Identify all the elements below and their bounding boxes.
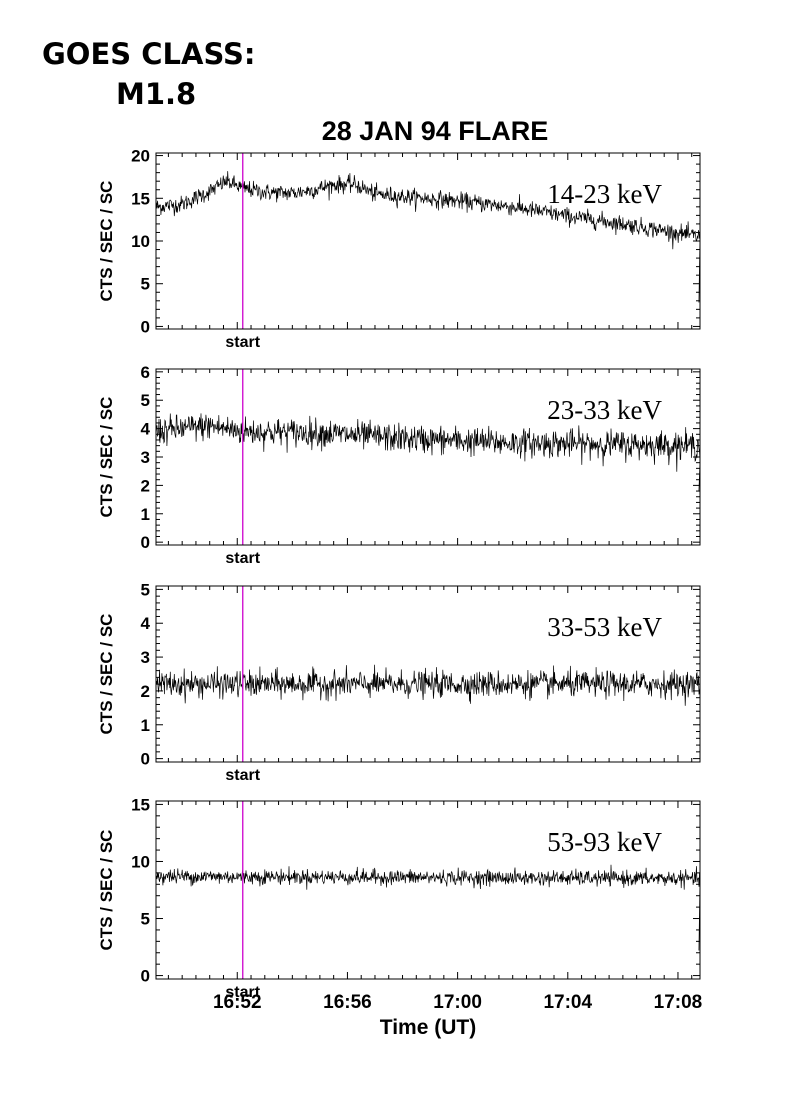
y-tick-label: 0 bbox=[141, 533, 150, 552]
y-tick-label: 1 bbox=[141, 505, 150, 524]
goes-class-title: GOES CLASS: bbox=[42, 37, 256, 71]
energy-band-label: 53-93 keV bbox=[547, 827, 662, 857]
start-label: start bbox=[225, 984, 260, 1001]
energy-band-label: 33-53 keV bbox=[547, 612, 662, 642]
y-tick-label: 1 bbox=[141, 716, 150, 735]
series-line bbox=[155, 413, 701, 492]
y-tick-label: 3 bbox=[141, 648, 150, 667]
y-tick-label: 15 bbox=[131, 189, 150, 208]
y-axis-label: CTS / SEC / SC bbox=[97, 830, 116, 951]
x-tick-label: 17:04 bbox=[543, 992, 592, 1013]
panel-3: 0 1 2 3 4 5 CTS / SEC / SC 33-53 keV start bbox=[97, 580, 701, 784]
goes-class-value: M1.8 bbox=[116, 77, 197, 111]
y-tick-label: 4 bbox=[141, 420, 151, 439]
x-tick-label: 17:00 bbox=[433, 992, 482, 1013]
start-label: start bbox=[225, 334, 260, 351]
start-label: start bbox=[225, 550, 260, 567]
series-line bbox=[155, 664, 701, 706]
y-tick-label: 10 bbox=[131, 852, 150, 871]
y-tick-label: 5 bbox=[141, 580, 150, 599]
y-tick-label: 3 bbox=[141, 448, 150, 467]
y-tick-label: 5 bbox=[141, 275, 150, 294]
y-axis-label: CTS / SEC / SC bbox=[97, 181, 116, 302]
y-tick-label: 0 bbox=[141, 967, 150, 986]
x-tick-label: 17:08 bbox=[654, 992, 703, 1013]
x-tick-label: 16:56 bbox=[323, 992, 372, 1013]
y-tick-label: 10 bbox=[131, 232, 150, 251]
x-tick-label: 16:52 bbox=[213, 992, 262, 1013]
plot-frame bbox=[155, 585, 701, 763]
energy-band-label: 14-23 keV bbox=[547, 179, 662, 209]
y-axis-label: CTS / SEC / SC bbox=[97, 397, 116, 518]
y-tick-label: 0 bbox=[141, 750, 150, 769]
y-axis-label: CTS / SEC / SC bbox=[97, 614, 116, 735]
y-tick-label: 2 bbox=[141, 476, 150, 495]
energy-band-label: 23-33 keV bbox=[547, 395, 662, 425]
y-tick-label: 2 bbox=[141, 682, 150, 701]
panel-1: 0 5 10 15 20 CTS / SEC / SC 14-23 keV start bbox=[97, 147, 701, 351]
y-tick-label: 5 bbox=[141, 910, 150, 929]
panel-2: 0 1 2 3 4 5 6 CTS / SEC / SC 23-33 keV start bbox=[97, 363, 701, 567]
x-axis-label: Time (UT) bbox=[380, 1016, 476, 1039]
y-tick-label: 6 bbox=[141, 363, 150, 382]
chart-title: 28 JAN 94 FLARE bbox=[322, 116, 549, 146]
y-tick-label: 4 bbox=[141, 614, 151, 633]
y-tick-label: 0 bbox=[141, 317, 150, 336]
y-tick-label: 20 bbox=[131, 147, 150, 166]
plot-frame bbox=[155, 800, 701, 980]
goes-class-label: GOES CLASS: M1.8 bbox=[42, 34, 256, 114]
series-line bbox=[155, 171, 701, 303]
y-tick-label: 15 bbox=[131, 795, 150, 814]
series-line bbox=[155, 864, 701, 951]
y-tick-label: 5 bbox=[141, 391, 150, 410]
start-label: start bbox=[225, 767, 260, 784]
